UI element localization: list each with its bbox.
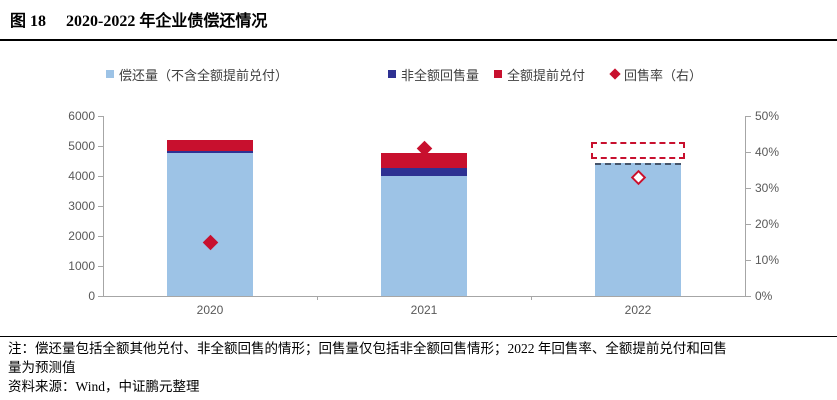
legend-label: 回售率（右） bbox=[624, 67, 703, 83]
left-axis-line bbox=[103, 116, 104, 296]
legend-label: 偿还量（不含全额提前兑付） bbox=[119, 67, 289, 83]
legend-item-resale-rate: 回售率（右） bbox=[609, 66, 703, 83]
bar-segment-red bbox=[381, 152, 467, 168]
source-line: 资料来源：Wind，中证鹏元整理 bbox=[8, 378, 200, 394]
legend-label: 全额提前兑付 bbox=[507, 67, 586, 83]
left-axis-tick bbox=[98, 176, 103, 177]
right-axis-tick-label: 0% bbox=[755, 289, 773, 303]
left-axis-tick bbox=[98, 146, 103, 147]
right-axis-tick-label: 20% bbox=[755, 217, 780, 231]
left-axis-tick bbox=[98, 206, 103, 207]
legend-square-red-icon bbox=[494, 70, 502, 78]
forecast-full-prepay-box bbox=[591, 142, 685, 159]
right-axis-tick-label: 30% bbox=[755, 181, 780, 195]
right-axis-tick bbox=[746, 296, 751, 297]
figure-notes: 注：偿还量包括全额其他兑付、非全额回售的情形；回售量仅包括非全额回售情形；202… bbox=[8, 340, 830, 397]
right-axis-tick bbox=[746, 224, 751, 225]
legend-item-full-prepay: 全额提前兑付 bbox=[494, 66, 586, 83]
left-axis-tick-label: 0 bbox=[88, 289, 95, 303]
left-axis-tick-label: 6000 bbox=[68, 109, 95, 123]
right-axis-tick bbox=[746, 152, 751, 153]
left-axis-tick-label: 2000 bbox=[68, 229, 95, 243]
left-axis-tick bbox=[98, 266, 103, 267]
x-axis-label: 2022 bbox=[624, 303, 652, 317]
bar-segment-red bbox=[167, 140, 253, 151]
left-axis-tick-label: 3000 bbox=[68, 199, 95, 213]
legend-square-lightblue-icon bbox=[106, 70, 114, 78]
title-divider-line bbox=[0, 39, 837, 41]
bar-segment-navy bbox=[381, 167, 467, 176]
left-axis-tick-label: 5000 bbox=[68, 139, 95, 153]
right-axis-tick bbox=[746, 260, 751, 261]
bottom-axis-line bbox=[103, 296, 746, 297]
bar-segment-light_blue bbox=[167, 152, 253, 296]
right-axis-tick-label: 10% bbox=[755, 253, 780, 267]
legend-item-repayment: 偿还量（不含全额提前兑付） bbox=[106, 66, 289, 83]
legend-label: 非全额回售量 bbox=[401, 67, 480, 83]
note-line-1: 注：偿还量包括全额其他兑付、非全额回售的情形；回售量仅包括非全额回售情形；202… bbox=[8, 341, 727, 356]
right-axis-line bbox=[745, 116, 746, 296]
left-axis-tick bbox=[98, 236, 103, 237]
legend-item-partial-resale: 非全额回售量 bbox=[388, 66, 480, 83]
left-axis-tick-label: 4000 bbox=[68, 169, 95, 183]
bar-segment-navy bbox=[167, 150, 253, 153]
figure-title-text: 2020-2022 年企业债偿还情况 bbox=[66, 13, 268, 30]
left-axis-tick bbox=[98, 296, 103, 297]
note-line-2: 量为预测值 bbox=[8, 359, 76, 375]
left-axis-tick bbox=[98, 116, 103, 117]
right-axis-tick-label: 50% bbox=[755, 109, 780, 123]
figure-title: 图 18 2020-2022 年企业债偿还情况 bbox=[10, 7, 267, 31]
right-axis-tick-label: 40% bbox=[755, 145, 780, 159]
figure-label: 图 18 bbox=[10, 13, 47, 30]
x-axis-label: 2020 bbox=[196, 303, 224, 317]
left-axis-tick-label: 1000 bbox=[68, 259, 95, 273]
bottom-axis-tick bbox=[317, 296, 318, 300]
right-axis-tick bbox=[746, 116, 751, 117]
bar-segment-light_blue bbox=[381, 176, 467, 296]
x-axis-label: 2021 bbox=[410, 303, 438, 317]
notes-divider-line bbox=[0, 336, 837, 337]
legend-square-navy-icon bbox=[388, 70, 396, 78]
right-axis-tick bbox=[746, 188, 751, 189]
bottom-axis-tick bbox=[531, 296, 532, 300]
